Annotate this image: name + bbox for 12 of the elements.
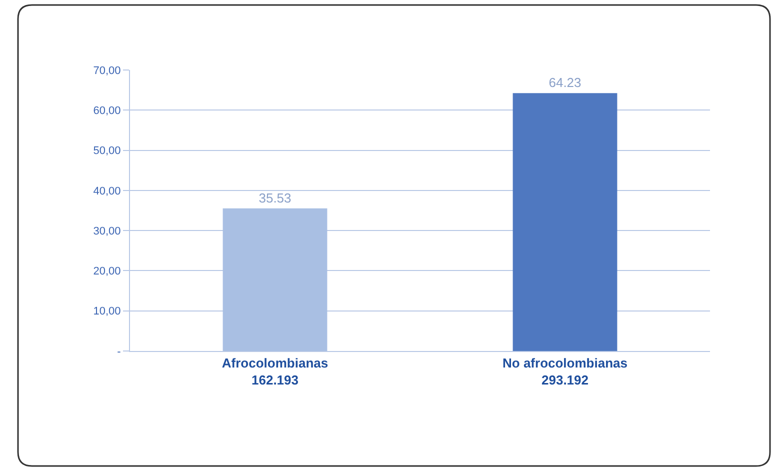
data-label: 35.53 [258, 190, 292, 206]
y-tick-label: 10,00 [93, 306, 121, 318]
y-tick-label: 40,00 [93, 185, 121, 198]
y-tick-label: 20,00 [93, 266, 121, 278]
x-tick-label: Afrocolombianas 162.193 [222, 356, 328, 388]
y-tick-label: 50,00 [93, 145, 121, 158]
data-label: 64.23 [548, 75, 582, 90]
y-tick-label: 60,00 [93, 104, 121, 117]
y-tick-label: 30,00 [93, 225, 121, 238]
x-tick-label: No afrocolombianas 293.192 [502, 356, 628, 388]
y-tick-label: - [117, 346, 122, 358]
y-tick-label: 70,00 [93, 64, 121, 77]
